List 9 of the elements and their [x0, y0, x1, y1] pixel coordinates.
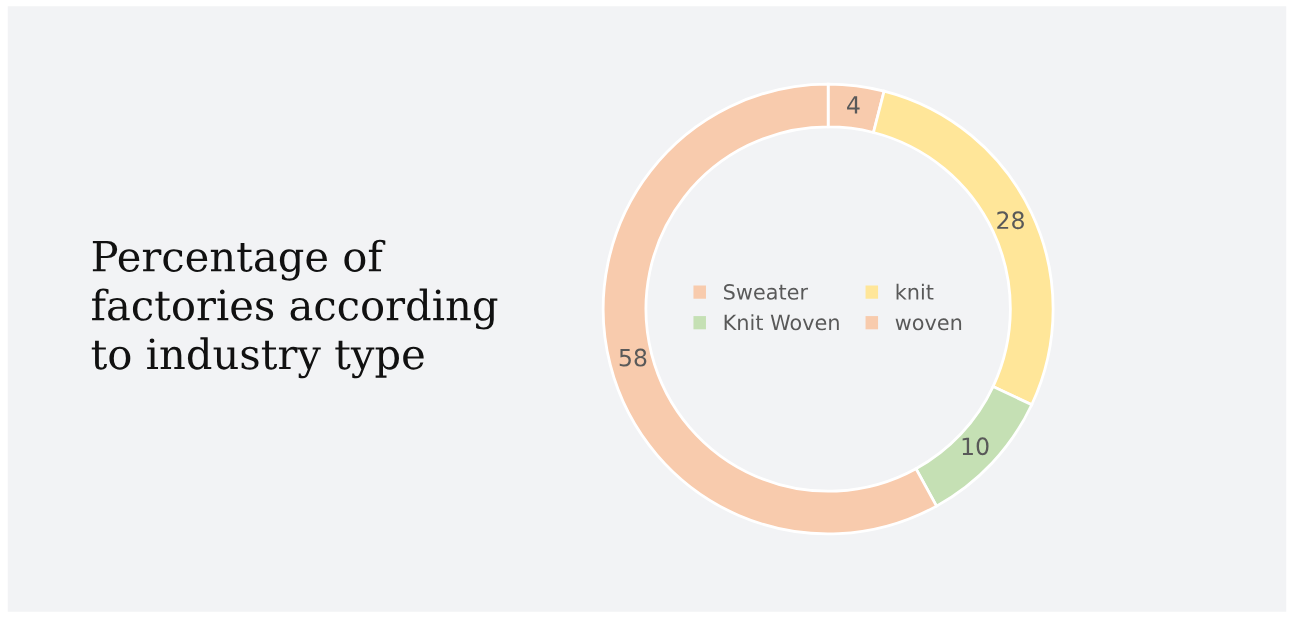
data-label: 10	[962, 437, 989, 456]
data-label: 58	[619, 348, 647, 367]
legend-label: woven	[895, 318, 962, 331]
legend-label: knit	[896, 283, 934, 300]
data-label: 28	[997, 211, 1024, 230]
data-label: 4	[847, 96, 860, 114]
text: Percentage of factories according to industry type	[91, 239, 498, 379]
legend-label: Knit Woven	[724, 314, 839, 331]
legend-label: Sweater	[724, 284, 809, 300]
